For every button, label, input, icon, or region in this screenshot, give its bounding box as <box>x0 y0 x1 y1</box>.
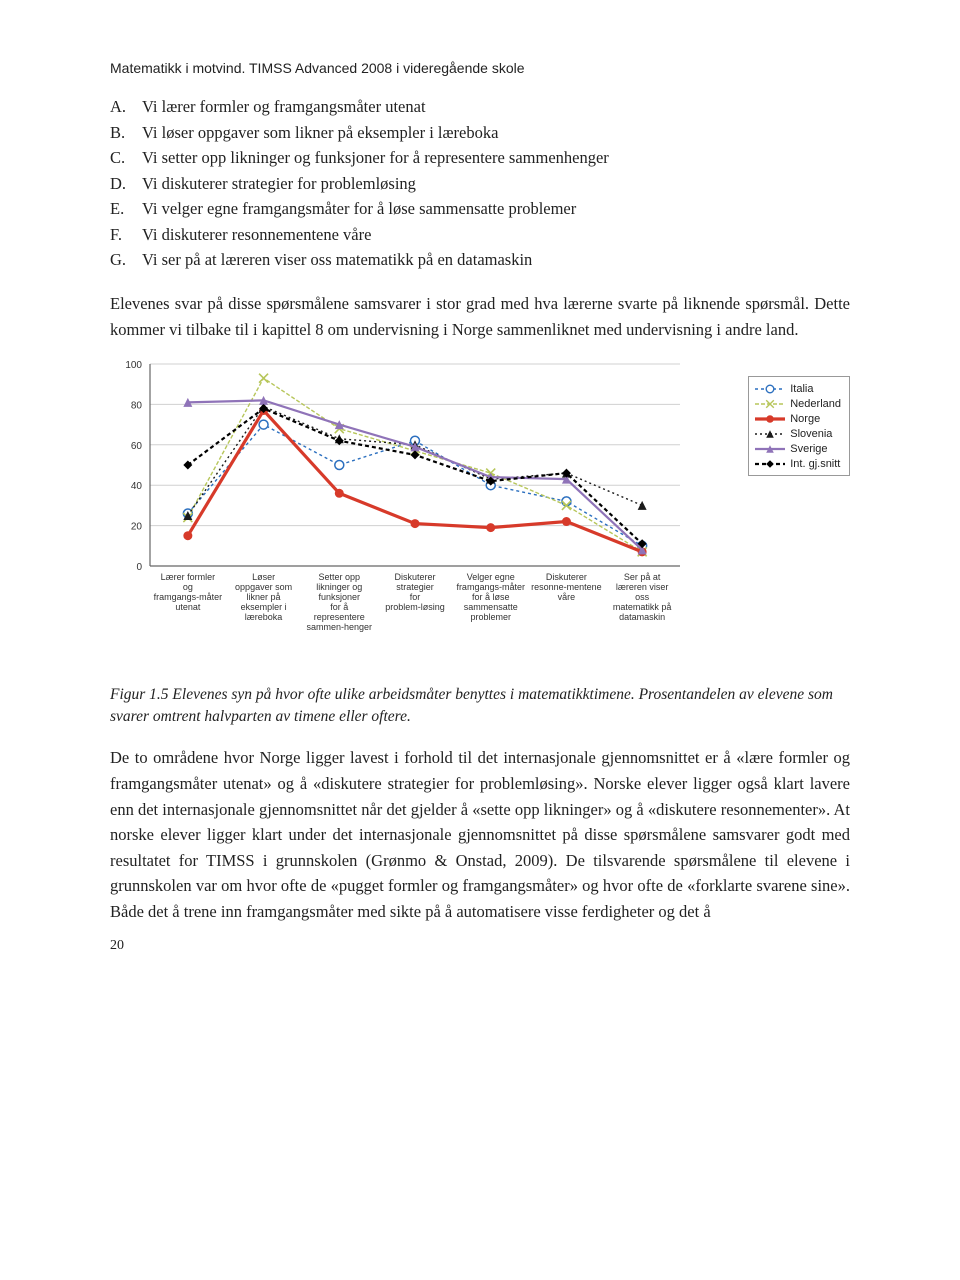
list-item: A.Vi lærer formler og framgangsmåter ute… <box>110 94 850 120</box>
svg-text:sammen-henger: sammen-henger <box>307 622 373 632</box>
svg-text:100: 100 <box>125 360 142 371</box>
list-letter: E. <box>110 196 142 222</box>
legend-item: Nederland <box>755 396 841 411</box>
list-text: Vi ser på at læreren viser oss matematik… <box>142 247 532 273</box>
list-item: B.Vi løser oppgaver som likner på eksemp… <box>110 120 850 146</box>
svg-text:Setter opp: Setter opp <box>319 572 361 582</box>
svg-text:problemer: problemer <box>470 612 511 622</box>
running-head: Matematikk i motvind. TIMSS Advanced 200… <box>110 60 850 76</box>
list-text: Vi diskuterer resonnementene våre <box>142 222 371 248</box>
legend-item: Sverige <box>755 441 841 456</box>
list-text: Vi løser oppgaver som likner på eksemple… <box>142 120 498 146</box>
lettered-list: A.Vi lærer formler og framgangsmåter ute… <box>110 94 850 273</box>
list-letter: D. <box>110 171 142 197</box>
list-item: C.Vi setter opp likninger og funksjoner … <box>110 145 850 171</box>
legend-label: Slovenia <box>790 428 832 440</box>
svg-text:Lærer formler: Lærer formler <box>161 572 216 582</box>
paragraph-intro: Elevenes svar på disse spørsmålene samsv… <box>110 291 850 342</box>
svg-text:strategier: strategier <box>396 582 434 592</box>
list-item: G.Vi ser på at læreren viser oss matemat… <box>110 247 850 273</box>
svg-text:Diskuterer: Diskuterer <box>546 572 587 582</box>
svg-text:matematikk på: matematikk på <box>613 602 672 612</box>
legend-item: Norge <box>755 411 841 426</box>
chart-legend: Italia Nederland Norge Slovenia Sverige Int. … <box>748 376 850 476</box>
svg-text:framgangs-måter: framgangs-måter <box>154 592 223 602</box>
svg-text:likner på: likner på <box>247 592 281 602</box>
svg-text:0: 0 <box>136 562 142 573</box>
list-item: F.Vi diskuterer resonnementene våre <box>110 222 850 248</box>
list-letter: G. <box>110 247 142 273</box>
legend-label: Italia <box>790 383 813 395</box>
svg-text:80: 80 <box>131 400 143 411</box>
list-letter: A. <box>110 94 142 120</box>
svg-text:40: 40 <box>131 481 143 492</box>
legend-label: Sverige <box>790 443 827 455</box>
list-text: Vi diskuterer strategier for problemløsi… <box>142 171 416 197</box>
list-letter: C. <box>110 145 142 171</box>
svg-text:eksempler i: eksempler i <box>241 602 287 612</box>
svg-text:resonne-mentene: resonne-mentene <box>531 582 602 592</box>
list-letter: F. <box>110 222 142 248</box>
svg-text:20: 20 <box>131 522 143 533</box>
svg-text:datamaskin: datamaskin <box>619 612 665 622</box>
svg-text:for å løse: for å løse <box>472 592 510 602</box>
svg-text:60: 60 <box>131 441 143 452</box>
svg-text:Løser: Løser <box>252 572 275 582</box>
svg-text:funksjoner: funksjoner <box>319 592 361 602</box>
svg-text:representere: representere <box>314 612 365 622</box>
legend-label: Norge <box>790 413 820 425</box>
list-text: Vi velger egne framgangsmåter for å løse… <box>142 196 576 222</box>
svg-text:likninger og: likninger og <box>316 582 362 592</box>
list-letter: B. <box>110 120 142 146</box>
list-item: D.Vi diskuterer strategier for problemlø… <box>110 171 850 197</box>
svg-text:for å: for å <box>330 602 348 612</box>
chart-svg: 020406080100Lærer formlerogframgangs-måt… <box>110 356 850 676</box>
svg-text:utenat: utenat <box>175 602 201 612</box>
svg-text:læreren viser: læreren viser <box>616 582 669 592</box>
svg-text:Diskuterer: Diskuterer <box>394 572 435 582</box>
svg-text:sammensatte: sammensatte <box>464 602 518 612</box>
page: Matematikk i motvind. TIMSS Advanced 200… <box>0 0 960 994</box>
svg-text:og: og <box>183 582 193 592</box>
svg-text:Ser på at: Ser på at <box>624 572 661 582</box>
legend-label: Nederland <box>790 398 841 410</box>
svg-text:Velger egne: Velger egne <box>467 572 515 582</box>
page-number: 20 <box>110 938 850 954</box>
legend-label: Int. gj.snitt <box>790 458 840 470</box>
list-text: Vi setter opp likninger og funksjoner fo… <box>142 145 609 171</box>
legend-item: Int. gj.snitt <box>755 456 841 471</box>
svg-text:oss: oss <box>635 592 650 602</box>
svg-text:for: for <box>410 592 421 602</box>
svg-text:våre: våre <box>558 592 576 602</box>
figure-caption: Figur 1.5 Elevenes syn på hvor ofte ulik… <box>110 684 850 727</box>
list-item: E.Vi velger egne framgangsmåter for å lø… <box>110 196 850 222</box>
list-text: Vi lærer formler og framgangsmåter utena… <box>142 94 426 120</box>
svg-text:læreboka: læreboka <box>245 612 283 622</box>
paragraph-discussion: De to områdene hvor Norge ligger lavest … <box>110 745 850 924</box>
svg-text:problem-løsing: problem-løsing <box>385 602 445 612</box>
figure-1-5-chart: 020406080100Lærer formlerogframgangs-måt… <box>110 356 850 676</box>
svg-text:oppgaver som: oppgaver som <box>235 582 292 592</box>
legend-item: Italia <box>755 381 841 396</box>
legend-item: Slovenia <box>755 426 841 441</box>
svg-text:framgangs-måter: framgangs-måter <box>456 582 525 592</box>
